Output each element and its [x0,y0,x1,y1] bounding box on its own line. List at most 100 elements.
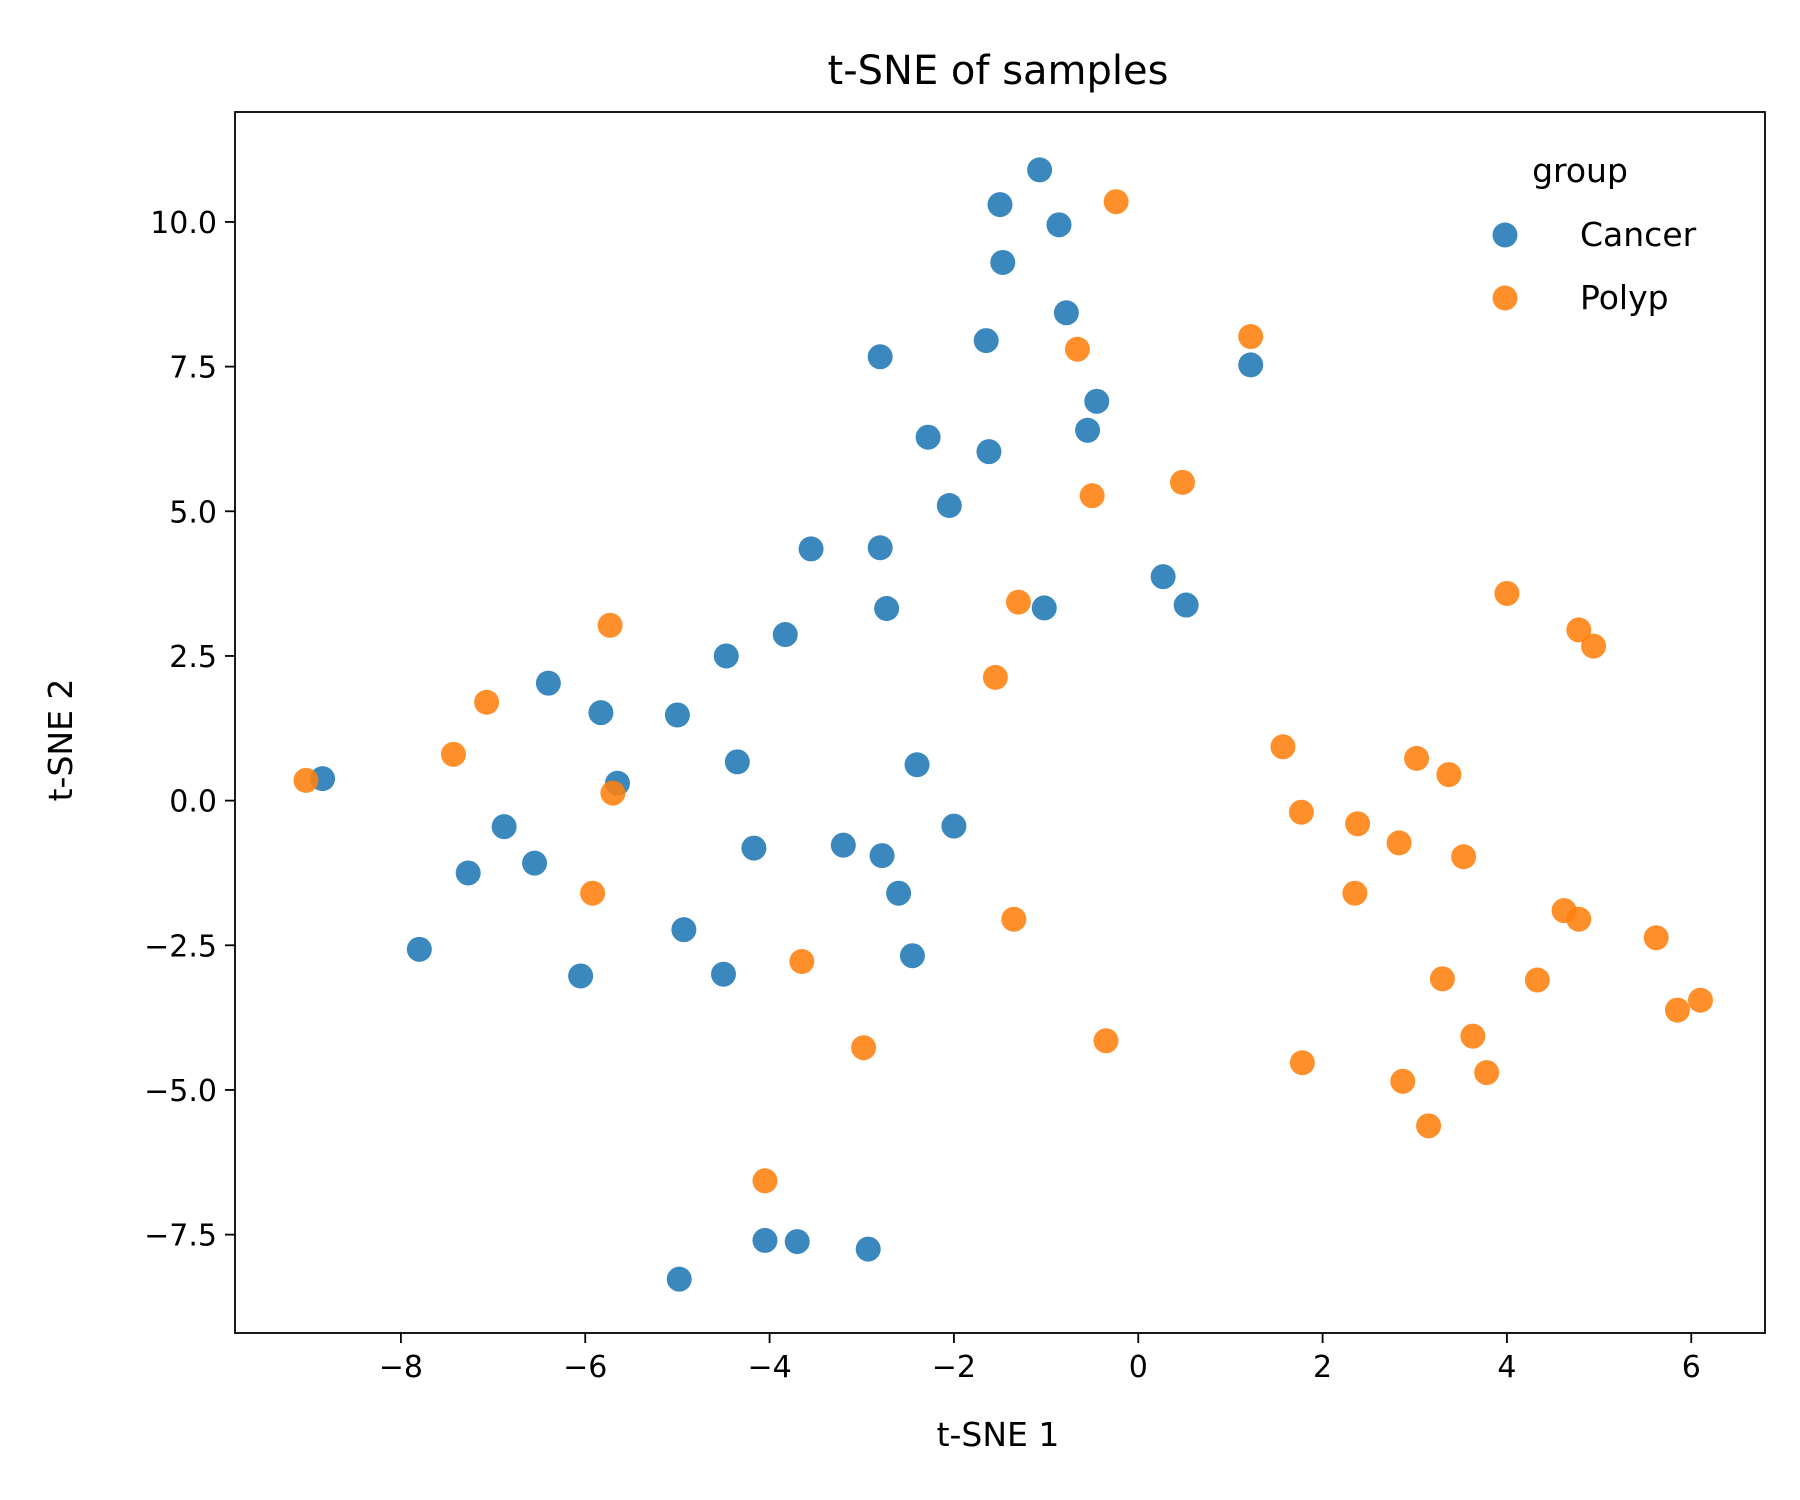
point-polyp [982,664,1008,690]
point-cancer [772,622,798,648]
point-polyp [1288,799,1314,825]
point-cancer [990,249,1016,275]
point-polyp [1345,811,1371,837]
point-polyp [1270,734,1296,760]
point-cancer [830,832,856,858]
point-polyp [1664,997,1690,1023]
point-polyp [1093,1028,1119,1054]
y-tick-label: −5.0 [144,1074,217,1109]
point-cancer [904,752,930,778]
x-axis-label: t-SNE 1 [937,1415,1060,1454]
point-cancer [588,700,614,726]
point-cancer [522,850,548,876]
x-tick-label: 6 [1682,1350,1701,1385]
point-cancer [752,1227,778,1253]
point-polyp [293,767,319,793]
point-polyp [1687,987,1713,1013]
point-cancer [987,192,1013,218]
point-cancer [710,961,736,987]
point-polyp [1103,189,1129,215]
point-cancer [1173,592,1199,618]
point-polyp [1079,483,1105,509]
point-polyp [600,780,626,806]
point-polyp [1416,1113,1442,1139]
point-cancer [741,835,767,861]
point-cancer [1238,352,1264,378]
point-polyp [1581,633,1607,659]
point-polyp [851,1035,877,1061]
point-polyp [1342,880,1368,906]
data-points [293,157,1713,1292]
point-polyp [1474,1060,1500,1086]
point-cancer [976,439,1002,465]
point-cancer [1075,417,1101,443]
chart-title: t-SNE of samples [828,48,1169,94]
y-tick-label: 0.0 [169,785,217,820]
legend-marker-cancer [1492,222,1518,248]
y-tick-label: 10.0 [150,206,217,241]
y-tick-label: 2.5 [169,640,217,675]
legend-marker-polyp [1492,285,1518,311]
point-polyp [1386,830,1412,856]
point-polyp [1005,589,1031,615]
legend-label-cancer: Cancer [1580,215,1697,254]
point-cancer [915,424,941,450]
point-cancer [535,670,561,696]
point-cancer [867,535,893,561]
point-cancer [886,880,912,906]
point-cancer [874,596,900,622]
point-cancer [899,943,925,969]
point-cancer [1150,564,1176,590]
x-tick-label: 0 [1129,1350,1148,1385]
y-tick-label: −2.5 [144,929,217,964]
point-cancer [491,814,517,840]
legend-label-polyp: Polyp [1580,278,1669,317]
point-polyp [474,689,500,715]
point-cancer [455,860,481,886]
point-polyp [597,612,623,638]
point-cancer [1031,595,1057,621]
plot-frame [234,111,1766,1334]
point-polyp [1436,762,1462,788]
y-axis-label: t-SNE 2 [41,679,80,802]
point-cancer [973,328,999,354]
point-polyp [1169,469,1195,495]
y-tick-label: 5.0 [169,495,217,530]
point-polyp [1566,617,1592,643]
y-tick-label: 7.5 [169,351,217,386]
point-polyp [1460,1023,1486,1049]
point-cancer [867,344,893,370]
x-tick-label: −6 [563,1350,607,1385]
point-cancer [798,536,824,562]
x-tick-label: 2 [1313,1350,1332,1385]
point-polyp [1643,925,1669,951]
point-cancer [664,702,690,728]
point-cancer [941,813,967,839]
point-polyp [752,1168,778,1194]
point-cancer [784,1229,810,1255]
point-cancer [724,749,750,775]
point-polyp [1524,967,1550,993]
point-polyp [1429,966,1455,992]
x-tick-label: 4 [1497,1350,1516,1385]
point-polyp [1238,324,1264,350]
point-cancer [406,936,432,962]
x-tick-label: −8 [379,1350,423,1385]
point-cancer [666,1266,692,1292]
point-cancer [936,492,962,518]
point-cancer [855,1236,881,1262]
point-polyp [1289,1050,1315,1076]
point-polyp [1064,336,1090,362]
legend: group Cancer Polyp [1492,151,1697,317]
point-polyp [1001,906,1027,932]
point-cancer [671,917,697,943]
point-polyp [1390,1068,1416,1094]
point-polyp [580,880,606,906]
point-cancer [1053,300,1079,326]
point-cancer [1046,212,1072,238]
point-cancer [869,843,895,869]
series-polyp [293,189,1713,1194]
point-cancer [568,963,594,989]
point-polyp [1494,580,1520,606]
